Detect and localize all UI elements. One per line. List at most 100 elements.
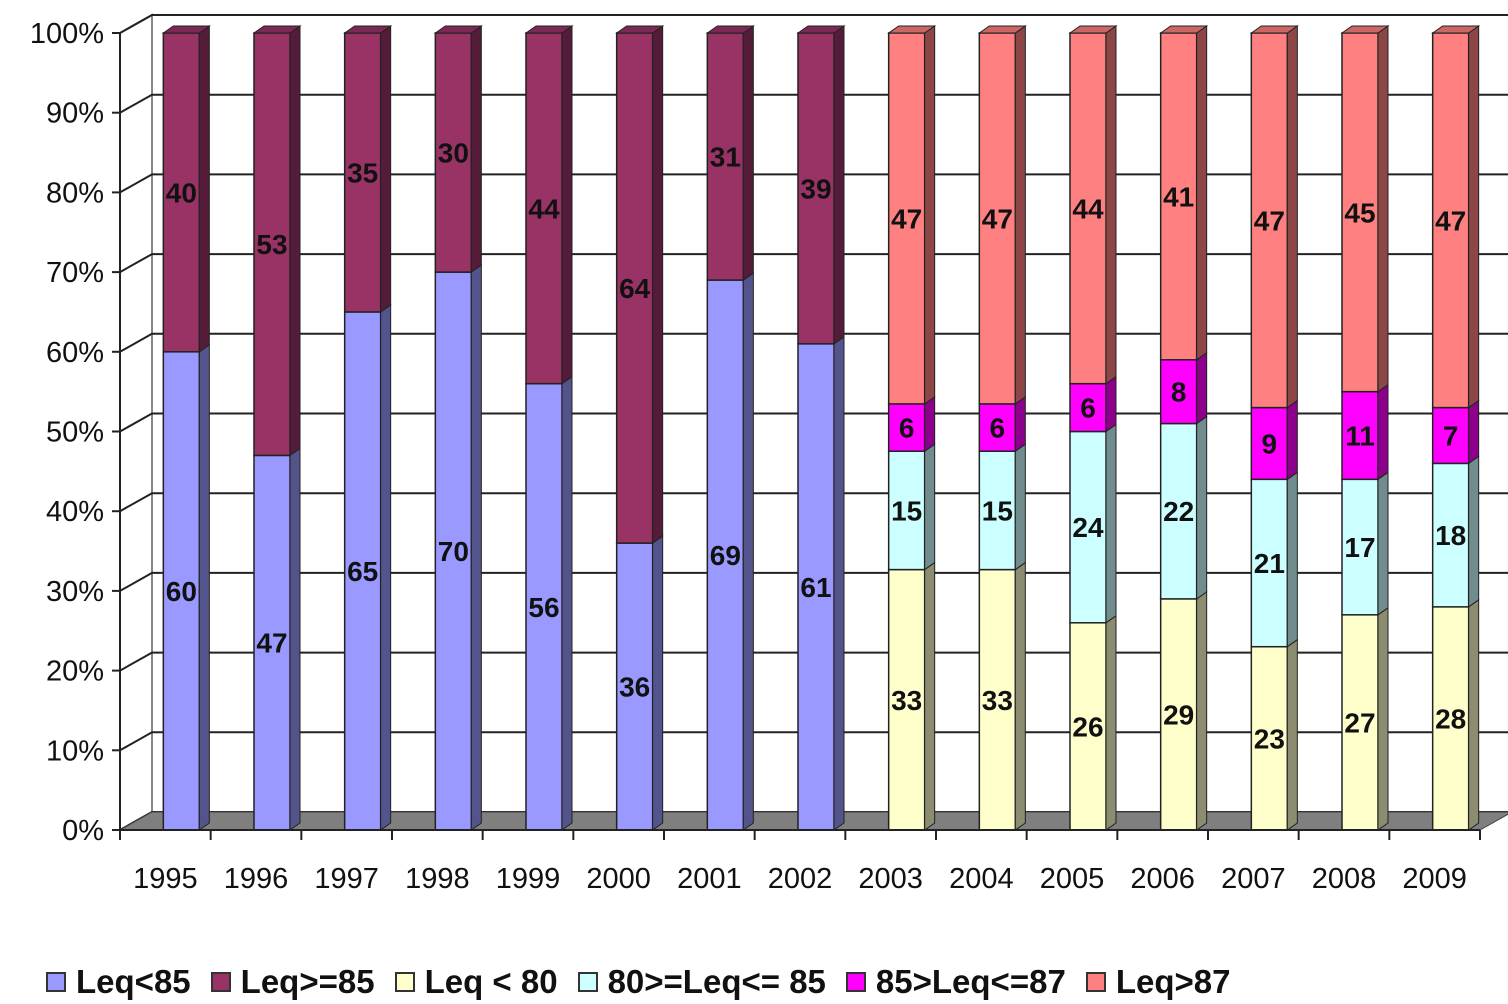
bar-side-2008-series-5: [1377, 25, 1389, 393]
legend-swatch: [46, 972, 66, 992]
bar-2009-series-5: [1431, 32, 1470, 409]
gridline: [119, 253, 1508, 273]
legend-item: Leq < 80: [394, 963, 558, 1001]
bar-side-1999-series-1: [561, 25, 573, 385]
bar-side-2005-series-2: [1105, 614, 1117, 831]
bar-2006-series-5: [1159, 32, 1198, 361]
chart-plot: 0% 10% 20% 30% 40% 50% 60% 70% 80% 90% 100% 60 40 199…: [30, 13, 1508, 895]
data-label: 21: [1254, 548, 1285, 579]
legend-item: Leq>87: [1085, 963, 1230, 1001]
data-label: 6: [1080, 393, 1096, 424]
bar-top-2002: [796, 25, 846, 34]
bar-top-2000: [615, 25, 665, 34]
legend-swatch: [577, 972, 598, 992]
bar-side-2003-series-3: [924, 443, 936, 571]
bar-top-2001: [705, 25, 755, 34]
y-tick-label: 70%: [46, 257, 104, 289]
x-tick-label: 1996: [224, 863, 289, 895]
data-label: 47: [256, 628, 287, 659]
bar-top-1997: [343, 25, 393, 34]
bar-side-1996-series-1: [289, 25, 301, 457]
data-label: 35: [347, 157, 378, 188]
bar-2009-series-3: [1431, 462, 1470, 608]
data-label: 31: [710, 142, 741, 173]
bar-2003-series-5: [887, 32, 926, 405]
x-tick-label: 1999: [496, 863, 561, 895]
data-label: 64: [619, 273, 651, 304]
bar-side-2005-series-3: [1105, 423, 1117, 624]
x-tick-label: 2000: [586, 863, 651, 895]
bar-side-1995-series-0: [198, 343, 210, 831]
bar-side-2002-series-1: [833, 25, 845, 345]
legend-swatch: [1085, 972, 1106, 992]
bar-side-2009-series-4: [1468, 399, 1480, 465]
data-label: 36: [619, 672, 650, 703]
legend-label: Leq>=85: [240, 963, 375, 1000]
data-label: 15: [891, 495, 922, 526]
data-label: 15: [982, 495, 1013, 526]
data-label: 6: [990, 413, 1006, 444]
bar-side-2004-series-2: [1014, 561, 1026, 831]
data-label: 65: [347, 556, 378, 587]
gridline: [119, 492, 1508, 513]
bar-2001-series-1: [706, 32, 745, 281]
bar-1995-series-0: [162, 351, 201, 831]
bar-side-2009-series-2: [1468, 598, 1480, 831]
data-label: 7: [1443, 420, 1459, 451]
bar-side-2000-series-1: [652, 25, 664, 545]
x-tick-label: 1995: [133, 863, 198, 895]
x-tick-label: 2005: [1040, 863, 1105, 895]
bar-side-2007-series-2: [1286, 638, 1298, 831]
data-label: 23: [1254, 723, 1285, 754]
y-tick-label: 60%: [46, 337, 104, 369]
bar-top-1996: [252, 25, 302, 34]
data-label: 11: [1345, 420, 1375, 451]
x-tick-label: 2003: [858, 863, 923, 895]
bar-1998-series-1: [434, 32, 473, 273]
gridline: [119, 731, 1508, 752]
gridline: [119, 173, 1508, 194]
y-tick-label: 90%: [46, 98, 104, 130]
gridline: [119, 651, 1508, 672]
bar-side-2005-series-5: [1105, 25, 1117, 385]
legend-label: 80>=Leq<= 85: [607, 963, 826, 1000]
bar-side-2007-series-3: [1286, 471, 1298, 648]
data-label: 40: [166, 177, 197, 208]
bar-side-2003-series-2: [924, 561, 936, 831]
bar-top-1999: [524, 25, 574, 34]
y-tick-label: 0%: [62, 815, 104, 847]
y-tick-label: 40%: [46, 496, 104, 528]
x-tick-label: 2001: [677, 863, 742, 895]
bar-2006-series-3: [1159, 422, 1198, 600]
data-label: 26: [1072, 711, 1103, 742]
bar-side-2009-series-3: [1468, 455, 1480, 608]
legend-item: Leq<85: [46, 963, 191, 1001]
bar-2004-series-5: [978, 32, 1017, 405]
bar-2005-series-2: [1069, 622, 1107, 831]
data-label: 28: [1435, 703, 1466, 734]
data-label: 39: [800, 173, 831, 204]
bar-2008-series-4: [1341, 390, 1379, 481]
bar-side-2003-series-4: [924, 395, 936, 453]
data-label: 30: [438, 138, 469, 169]
data-label: 41: [1163, 181, 1194, 212]
data-label: 53: [256, 229, 287, 260]
chart-legend: Leq<85 Leq>=85 Leq < 80 80>=Leq<= 85 85>Leq<…: [46, 962, 1250, 1002]
bar-top-2007: [1249, 25, 1299, 34]
data-label: 27: [1344, 707, 1375, 738]
bar-2000-series-1: [615, 32, 654, 544]
y-tick-label: 10%: [46, 735, 104, 767]
legend-swatch: [394, 972, 415, 992]
y-tick-label: 30%: [46, 576, 104, 608]
data-label: 29: [1163, 699, 1194, 730]
bar-side-2003-series-5: [924, 25, 936, 405]
bar-2002-series-1: [797, 32, 835, 345]
data-label: 70: [438, 536, 469, 567]
legend-swatch: [210, 972, 231, 992]
bar-2002-series-0: [797, 343, 835, 831]
bar-side-2004-series-3: [1014, 443, 1026, 571]
bar-side-2008-series-4: [1377, 383, 1389, 481]
bar-side-2008-series-2: [1377, 606, 1389, 831]
data-label: 47: [982, 203, 1013, 234]
